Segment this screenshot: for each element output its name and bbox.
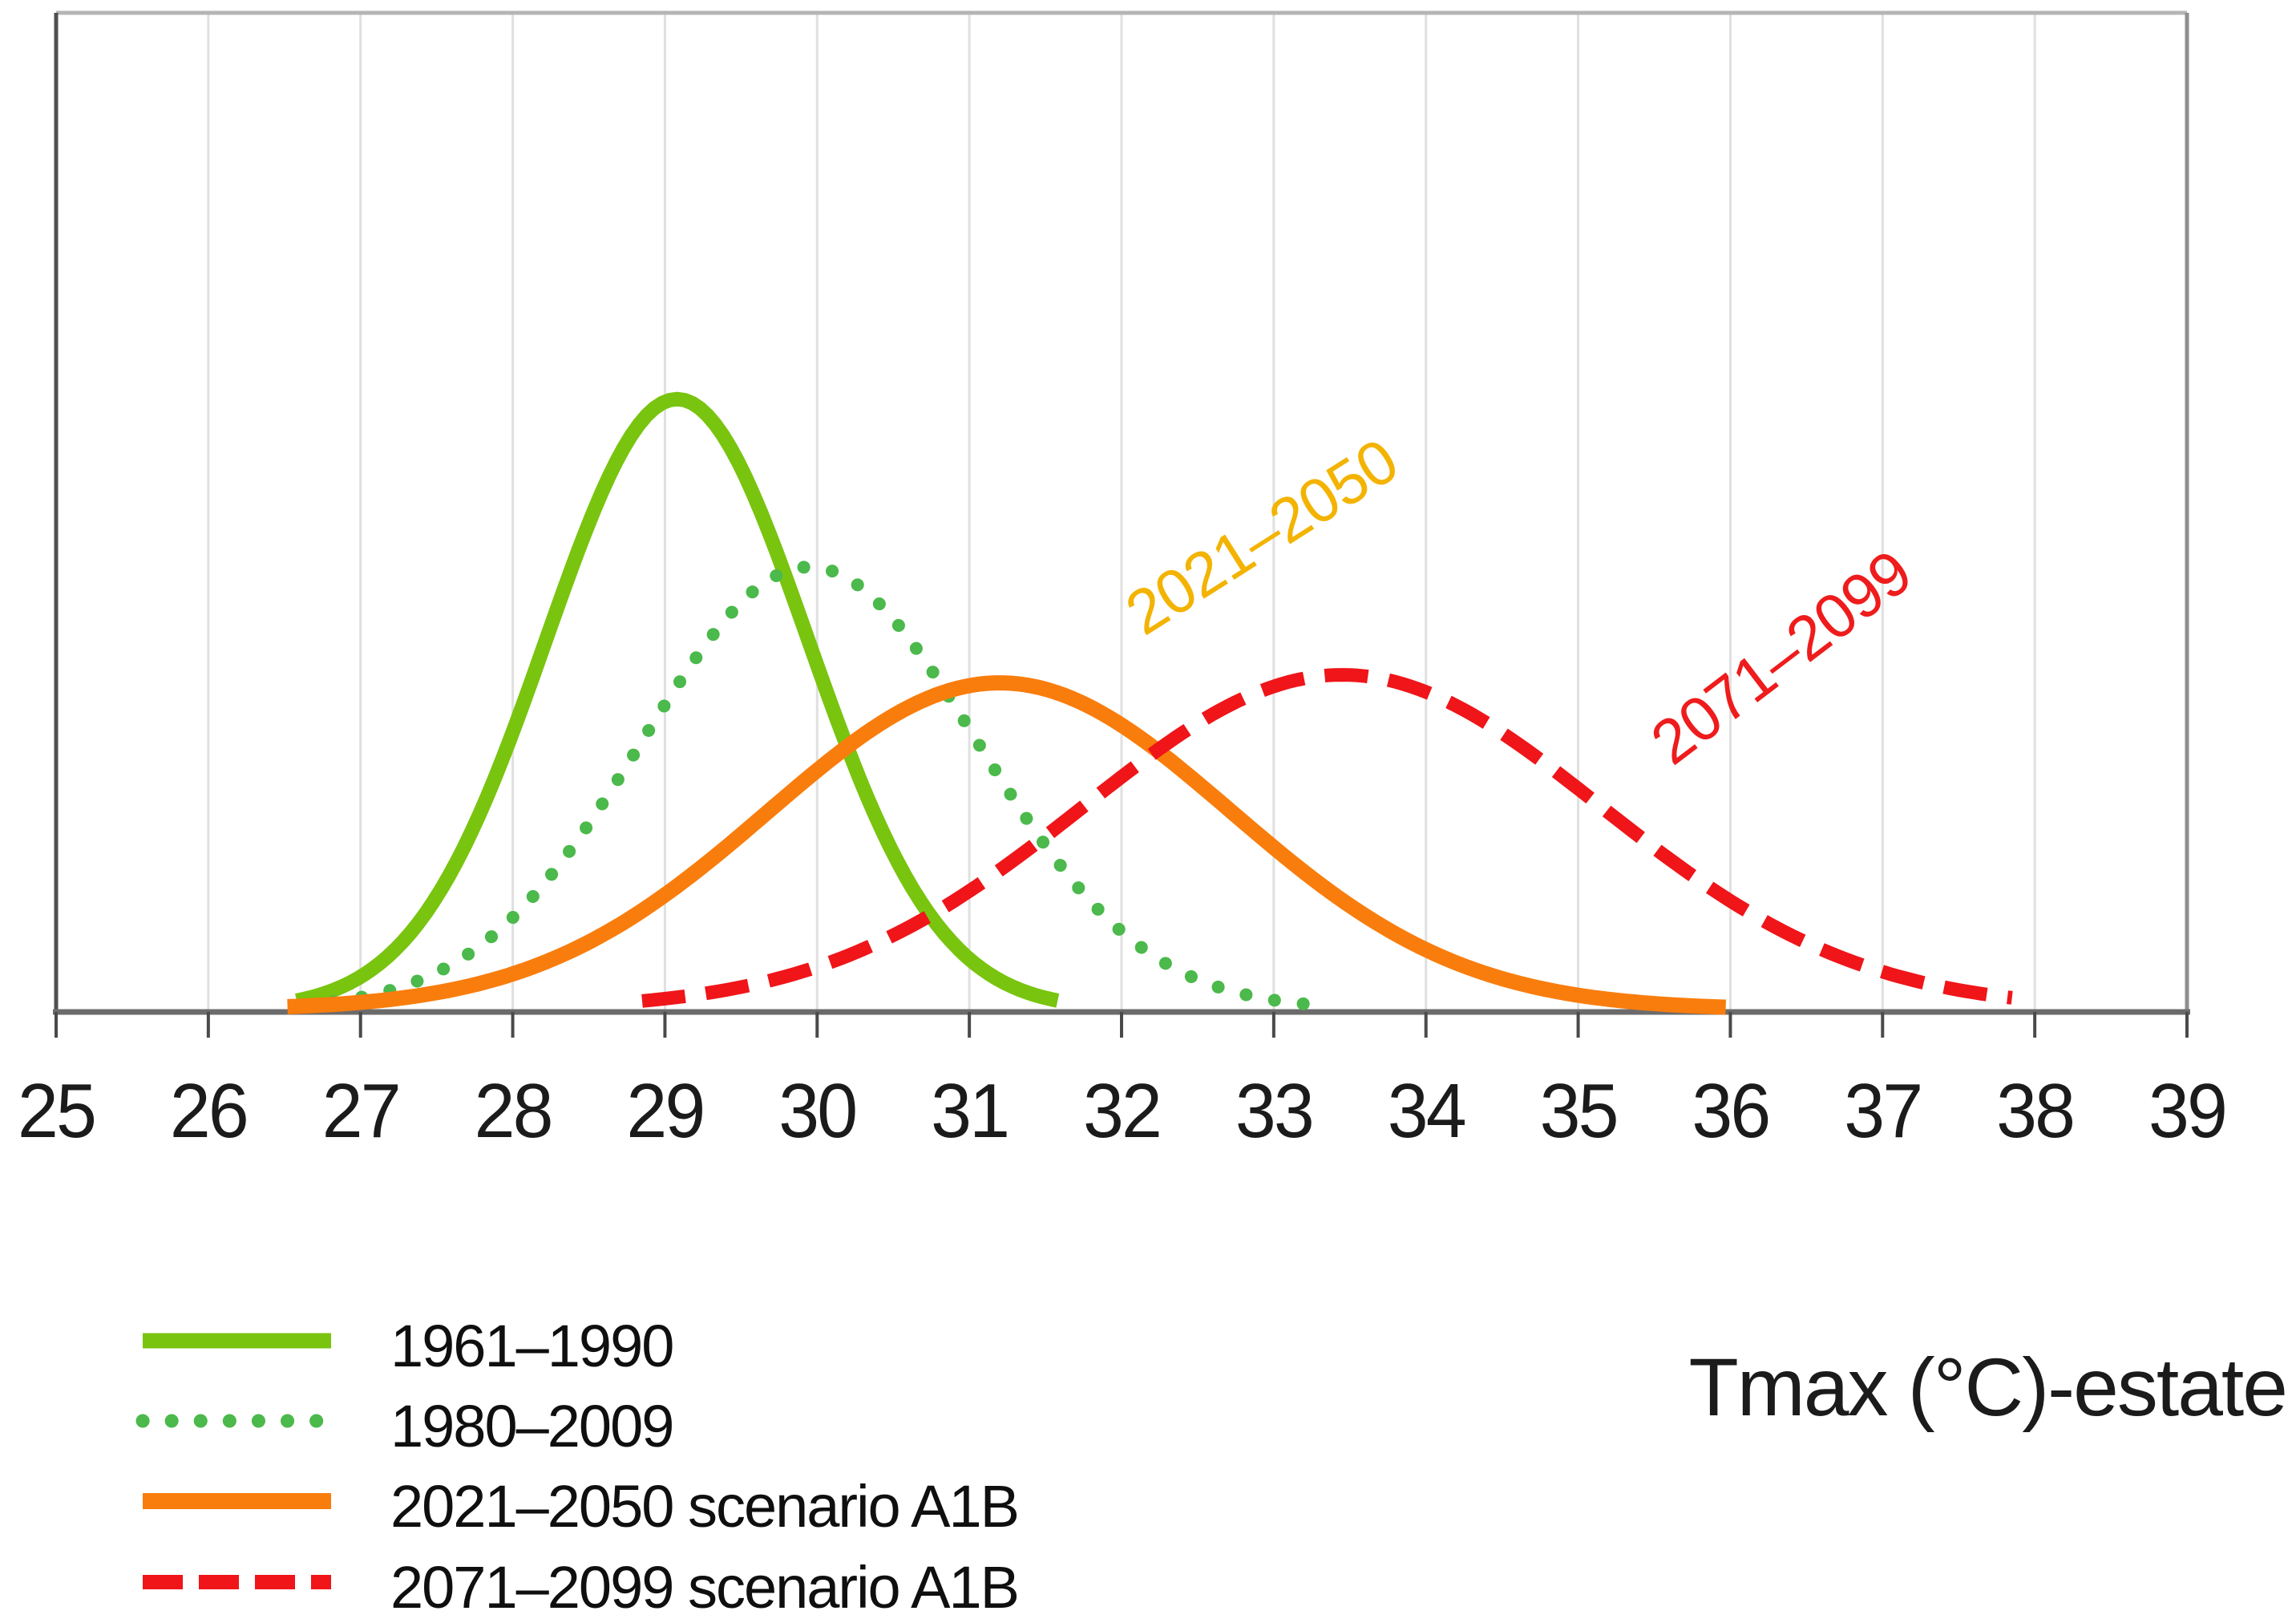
- curve-series-1: [326, 561, 1329, 1012]
- curve-series-3: [641, 668, 2013, 1008]
- x-axis-tick-label: 33: [1235, 1068, 1312, 1154]
- x-axis-tick-label: 30: [778, 1068, 855, 1154]
- legend-label: 2071–2099 scenario A1B: [390, 1554, 1018, 1621]
- legend-label: 1961–1990: [390, 1313, 673, 1379]
- curve-series-2: [287, 675, 1726, 1015]
- legend-label: 2021–2050 scenario A1B: [390, 1473, 1018, 1540]
- x-axis-tick-label: 37: [1844, 1068, 1921, 1154]
- x-axis-tick-label: 25: [18, 1068, 95, 1154]
- period-annotation: 2071–2099: [1638, 536, 1924, 778]
- x-axis-tick-label: 32: [1083, 1068, 1160, 1154]
- legend-label: 1980–2009: [390, 1393, 673, 1459]
- x-axis-tick-label: 28: [475, 1068, 552, 1154]
- x-axis-title: Tmax (°C)-estate: [1688, 1342, 2286, 1433]
- curve-series-0: [295, 391, 1060, 1008]
- x-axis-tick-label: 39: [2148, 1068, 2225, 1154]
- x-axis-tick-label: 31: [931, 1068, 1008, 1154]
- x-axis-tick-label: 29: [626, 1068, 703, 1154]
- x-axis-tick-label: 26: [170, 1068, 247, 1154]
- x-axis-tick-label: 36: [1692, 1068, 1768, 1154]
- period-annotation: 2021–2050: [1114, 425, 1409, 649]
- x-axis-tick-label: 35: [1540, 1068, 1617, 1154]
- x-axis-tick-label: 34: [1388, 1068, 1465, 1154]
- x-axis-tick-label: 38: [1996, 1068, 2073, 1154]
- x-axis-tick-label: 27: [322, 1068, 399, 1154]
